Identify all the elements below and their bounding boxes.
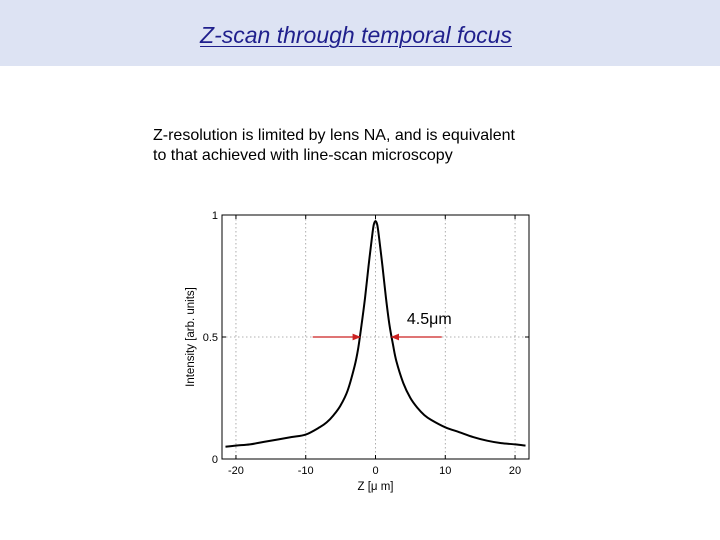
x-tick-label: -10 [298,465,314,477]
y-tick-label: 1 [212,210,218,222]
x-tick-label: 20 [509,465,521,477]
title-bar [0,0,720,66]
x-tick-label: -20 [228,465,244,477]
x-tick-label: 0 [372,465,378,477]
y-tick-label: 0.5 [203,332,218,344]
grid [222,215,529,459]
slide-title: Z-scan through temporal focus [200,22,512,48]
caption: Z-resolution is limited by lens NA, and … [153,126,613,166]
x-tick-label: 10 [439,465,451,477]
series-line-0 [225,220,526,448]
caption-line-1: Z-resolution is limited by lens NA, and … [153,127,515,144]
series-layer [225,220,526,448]
annotation-layer: 4.5μm [312,311,452,341]
fwhm-label: 4.5μm [407,311,452,328]
y-axis-label: Intensity [arb. units] [185,287,197,387]
caption-line-2: to that achieved with line-scan microsco… [153,147,453,164]
ticks: -20 -10 0 10 20 0 0.5 1 [203,210,529,477]
y-tick-label: 0 [212,454,218,466]
x-axis-label: Z [μ m] [357,481,393,493]
